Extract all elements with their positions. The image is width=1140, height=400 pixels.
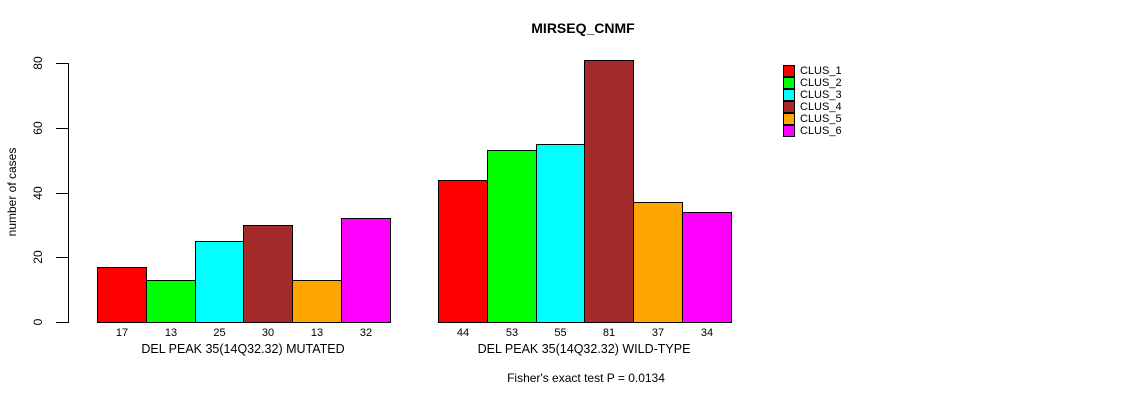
x-group-label: DEL PEAK 35(14Q32.32) MUTATED — [141, 342, 345, 356]
bar-value-label: 53 — [505, 327, 519, 339]
bar-value-label: 81 — [602, 327, 616, 339]
legend-swatch-icon — [783, 89, 795, 101]
bar-value-label: 34 — [700, 327, 714, 339]
bar-clus_6-group1 — [341, 218, 391, 323]
y-tick-mark — [56, 257, 68, 258]
bar-clus_3-group2 — [536, 144, 585, 323]
bar-value-label: 44 — [456, 327, 470, 339]
bar-value-label: 17 — [115, 327, 129, 339]
bar-clus_6-group2 — [682, 212, 732, 323]
bar-value-label: 30 — [261, 327, 275, 339]
legend-item-clus_5: CLUS_5 — [783, 113, 842, 125]
bar-value-label: 37 — [651, 327, 665, 339]
legend-label: CLUS_5 — [800, 113, 842, 125]
annotation-fisher-test: Fisher's exact test P = 0.0134 — [507, 371, 665, 385]
legend-label: CLUS_2 — [800, 77, 842, 89]
y-axis-line — [68, 63, 69, 323]
bar-clus_4-group2 — [584, 60, 634, 323]
bar-clus_1-group2 — [438, 180, 488, 323]
legend-item-clus_1: CLUS_1 — [783, 65, 842, 77]
legend-swatch-icon — [783, 65, 795, 77]
legend-swatch-icon — [783, 113, 795, 125]
legend-label: CLUS_6 — [800, 125, 842, 137]
bar-clus_5-group2 — [633, 202, 683, 323]
bar-value-label: 13 — [164, 327, 178, 339]
y-tick-mark — [56, 193, 68, 194]
y-tick-label: 60 — [31, 121, 45, 135]
legend-label: CLUS_4 — [800, 101, 842, 113]
bar-value-label: 13 — [310, 327, 324, 339]
y-tick-mark — [56, 128, 68, 129]
legend-item-clus_6: CLUS_6 — [783, 125, 842, 137]
legend-label: CLUS_1 — [800, 65, 842, 77]
bar-clus_4-group1 — [243, 225, 293, 323]
y-tick-label: 0 — [31, 318, 45, 326]
bar-clus_3-group1 — [195, 241, 244, 323]
legend: CLUS_1 CLUS_2 CLUS_3 CLUS_4 CLUS_5 CLUS_6 — [783, 65, 842, 137]
y-tick-label: 80 — [31, 56, 45, 70]
y-tick-mark — [56, 63, 68, 64]
bar-clus_1-group1 — [97, 267, 147, 323]
chart-title: MIRSEQ_CNMF — [531, 20, 635, 36]
legend-item-clus_4: CLUS_4 — [783, 101, 842, 113]
legend-swatch-icon — [783, 77, 795, 89]
bar-clus_5-group1 — [292, 280, 342, 323]
bar-clus_2-group1 — [146, 280, 196, 323]
legend-item-clus_2: CLUS_2 — [783, 77, 842, 89]
legend-label: CLUS_3 — [800, 89, 842, 101]
bar-value-label: 55 — [554, 327, 567, 339]
y-tick-label: 20 — [31, 250, 45, 264]
bar-clus_2-group2 — [487, 150, 537, 323]
y-tick-mark — [56, 322, 68, 323]
legend-swatch-icon — [783, 101, 795, 113]
legend-item-clus_3: CLUS_3 — [783, 89, 842, 101]
y-tick-label: 40 — [31, 186, 45, 200]
legend-swatch-icon — [783, 125, 795, 137]
bar-value-label: 32 — [359, 327, 373, 339]
bar-value-label: 25 — [213, 327, 226, 339]
x-group-label: DEL PEAK 35(14Q32.32) WILD-TYPE — [477, 342, 691, 356]
